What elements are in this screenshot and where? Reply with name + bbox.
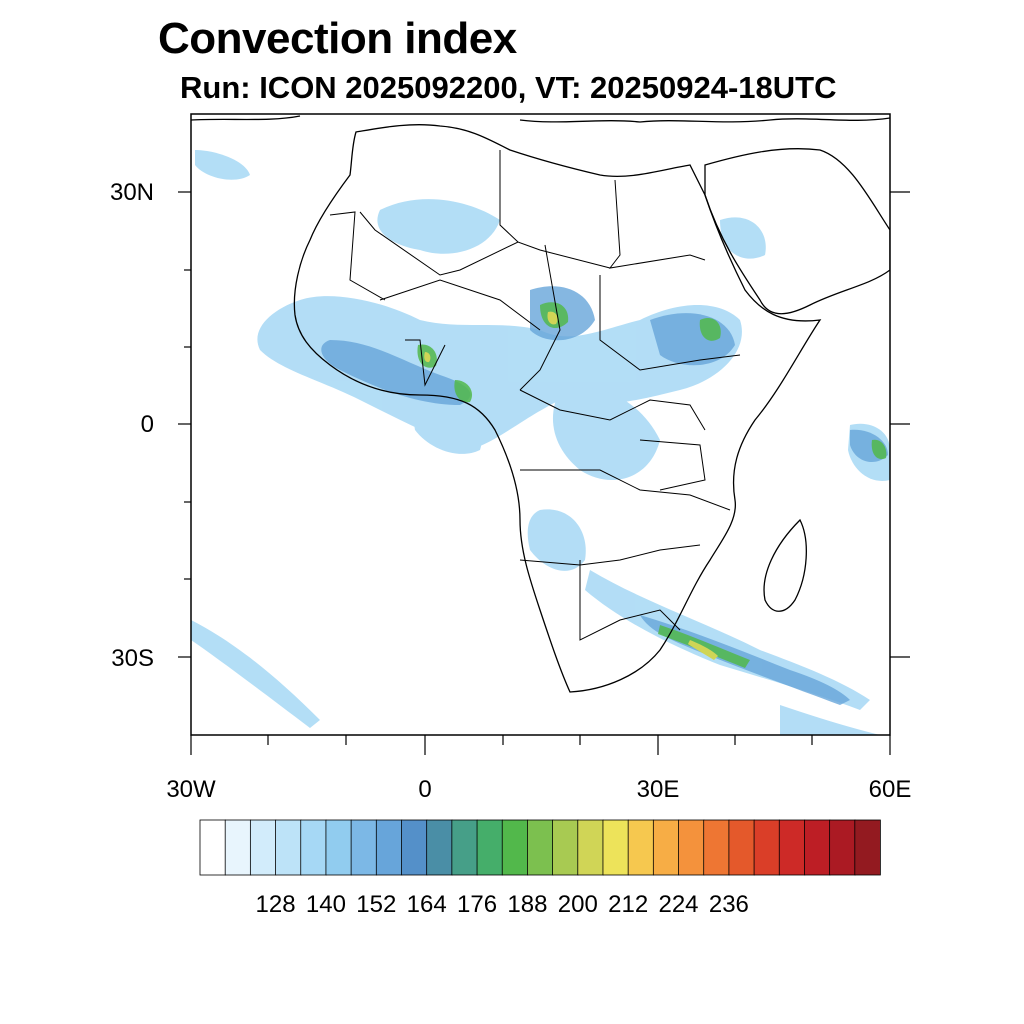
lat-label-0: 0 [141,411,154,438]
extreme-convection-areas [424,311,718,660]
colorbar-tick-label: 128 [256,891,296,918]
colorbar-swatch [501,819,529,876]
colorbar-swatch [476,819,504,876]
colorbar-tick-label: 200 [558,891,598,918]
tick-marks [178,191,910,755]
colorbar-swatch [401,819,428,876]
lon-label-30w: 30W [166,776,216,803]
colorbar-tick-label: 152 [356,891,396,918]
atlantic-patch [195,150,250,180]
west-africa-band [257,296,742,450]
colorbar-swatch [300,819,327,876]
colorbar-swatch [375,819,403,876]
chart-subtitle: Run: ICON 2025092200, VT: 20250924-18UTC [180,70,837,105]
coastlines [191,115,890,693]
colorbar-swatch [552,819,579,876]
southwest-band-2 [780,705,880,735]
country-borders [329,150,741,641]
colorbar-tick-label: 224 [658,891,698,918]
colorbar-swatch [804,819,831,876]
colorbar [199,819,881,876]
africa-coastline [293,124,822,693]
colorbar-tick-label: 236 [709,891,749,918]
southern-africa-area [527,509,586,571]
colorbar-swatch [703,819,730,876]
colorbar-swatch [652,819,680,876]
colorbar-swatch [627,819,655,876]
colorbar-swatch [753,819,781,876]
sahara-patches [377,199,500,254]
map-frame [190,113,891,736]
colorbar-swatch [224,819,252,876]
guinea-patch [410,399,482,454]
weak-convection-areas [191,150,890,735]
colorbar-swatch [854,819,881,876]
arabia-patch [720,217,766,259]
colorbar-tick-label: 164 [407,891,447,918]
colorbar-swatch [829,819,856,876]
colorbar-swatch [577,819,604,876]
colorbar-swatch [602,819,629,876]
madagascar [763,518,807,612]
colorbar-tick-label: 140 [306,891,346,918]
arabian-peninsula [704,148,890,315]
colorbar-tick-label: 212 [608,891,648,918]
colorbar-tick-label: 176 [457,891,497,918]
southwest-band-1 [191,620,320,728]
colorbar-swatch [678,819,705,876]
lat-label-30n: 30N [110,179,154,206]
lon-label-30e: 30E [637,776,680,803]
lon-label-0: 0 [418,776,431,803]
lat-label-30s: 30S [111,645,154,672]
colorbar-tick-label: 188 [507,891,547,918]
colorbar-swatch [275,819,302,876]
colorbar-swatch [350,819,378,876]
convection-field [191,150,890,735]
congo-area [552,387,660,480]
colorbar-swatch [199,819,226,876]
colorbar-swatch [527,819,554,876]
colorbar-swatch [249,819,277,876]
colorbar-swatch [426,819,453,876]
colorbar-swatch [728,819,755,876]
colorbar-swatch [451,819,478,876]
mediterranean-north [191,115,890,123]
colorbar-labels: 128 140 152 164 176 188 200 212 224 236 [256,891,749,918]
chart-title: Convection index [158,14,517,63]
colorbar-swatch [325,819,352,876]
lon-label-60e: 60E [869,776,912,803]
colorbar-swatch [778,819,806,876]
